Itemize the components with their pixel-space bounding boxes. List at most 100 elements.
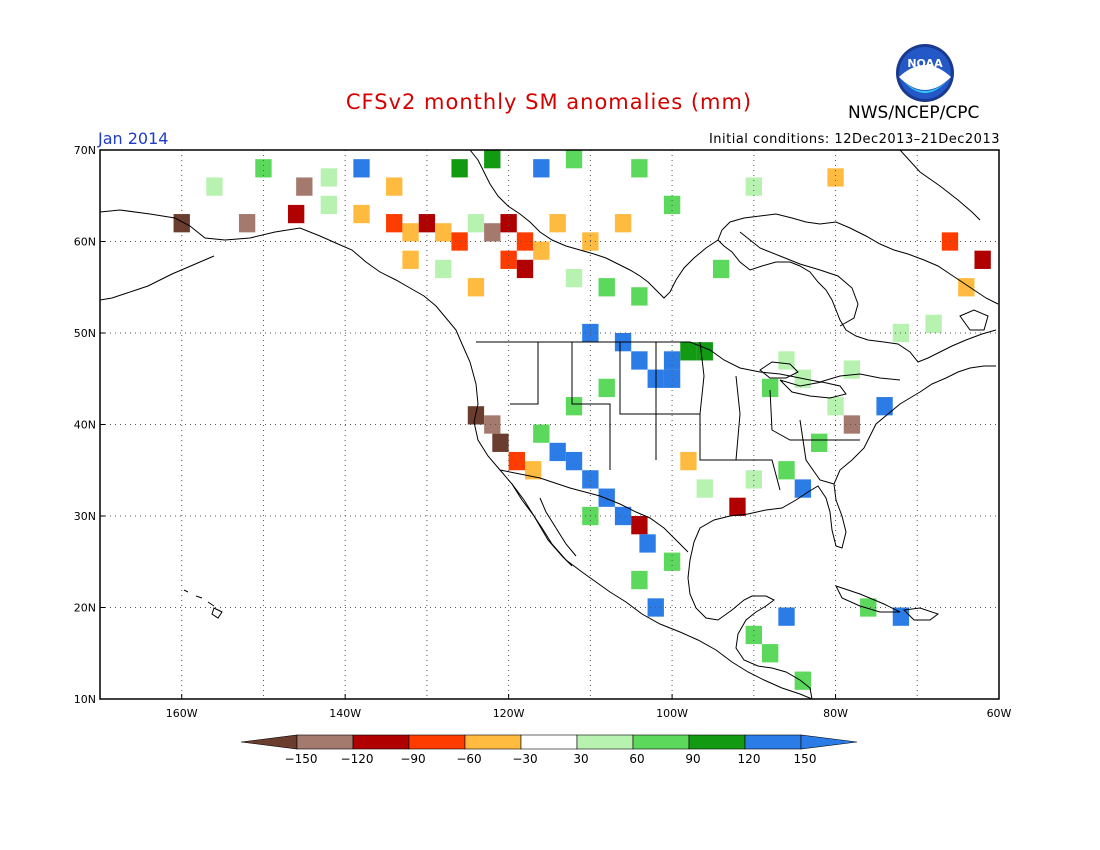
axis-labels: 10N 20N 30N 40N 50N 60N 70N 160W 140W 120W 100W 80W… (74, 144, 1012, 720)
anomaly-cell (516, 259, 534, 279)
colorbar-label: 30 (573, 752, 588, 766)
anomaly-cell (941, 232, 959, 251)
anomaly-cell (631, 287, 648, 306)
anomaly-cell (533, 424, 550, 443)
anomaly-cell (484, 150, 501, 169)
colorbar-swatch (576, 734, 634, 750)
longitude-tick-label: 60W (987, 707, 1012, 720)
anomaly-cell (729, 497, 746, 516)
latitude-tick-label: 70N (74, 144, 96, 157)
anomaly-cell (680, 342, 697, 361)
anomaly-cell (778, 461, 795, 480)
colorbar-left-arrow (240, 734, 298, 750)
anomaly-cell (696, 342, 713, 361)
initial-conditions-label: Initial conditions: 12Dec2013–21Dec2013 (708, 132, 1000, 147)
coastlines (100, 150, 999, 699)
anomaly-cell (925, 314, 942, 333)
latitude-tick-label: 60N (74, 236, 96, 249)
colorbar-label: −90 (400, 752, 425, 766)
anomaly-cell (876, 397, 893, 416)
anomaly-cell (614, 214, 632, 233)
colorbar-swatch (352, 734, 410, 750)
anomaly-cell (524, 461, 542, 480)
colorbar-label: 60 (629, 752, 644, 766)
colorbar-label: −60 (456, 752, 481, 766)
anomaly-cell (320, 168, 338, 187)
anomaly-cell (598, 488, 615, 507)
anomaly-cell (696, 479, 713, 498)
anomaly-cell (639, 534, 656, 553)
anomaly-cell (631, 570, 648, 590)
anomaly-cell (811, 433, 828, 452)
latitude-tick-label: 40N (74, 419, 96, 432)
latitude-tick-label: 10N (74, 693, 96, 706)
anomaly-cell (549, 214, 566, 233)
anomaly-cell (500, 250, 517, 269)
anomaly-cell (173, 214, 190, 233)
noaa-logo-text: NOAA (907, 57, 943, 70)
anomaly-cell (761, 644, 779, 663)
anomaly-cell (631, 159, 648, 178)
anomaly-cell (533, 159, 550, 178)
longitude-tick-label: 120W (493, 707, 525, 720)
colorbar-swatch (744, 734, 802, 750)
anomaly-cell (712, 259, 730, 279)
anomaly-cell (631, 351, 648, 370)
chart-title: CFSv2 monthly SM anomalies (mm) (345, 90, 753, 114)
anomaly-cell (663, 195, 681, 215)
anomaly-cell (287, 204, 305, 224)
anomaly-cell (492, 433, 509, 452)
longitude-tick-label: 140W (329, 707, 361, 720)
latitude-tick-label: 20N (74, 602, 96, 615)
anomaly-cell (663, 369, 681, 388)
colorbar-label: −30 (512, 752, 537, 766)
anomaly-cell (516, 232, 534, 251)
colorbar-swatch (520, 734, 578, 750)
anomaly-cell (778, 607, 795, 626)
colorbar: −150 −120 −90 −60 −30 30 60 90 120 150 (240, 734, 858, 766)
anomaly-cell (451, 232, 468, 251)
colorbar-label: −150 (285, 752, 318, 766)
month-label: Jan 2014 (98, 129, 169, 148)
colorbar-swatch (632, 734, 690, 750)
anomaly-cells (173, 150, 991, 690)
colorbar-label: 90 (685, 752, 700, 766)
colorbar-label: 120 (738, 752, 761, 766)
anomaly-cell (508, 451, 525, 471)
anomaly-cell (614, 506, 632, 526)
anomaly-cell (827, 168, 844, 187)
anomaly-cell (484, 223, 501, 242)
anomaly-cell (353, 159, 370, 178)
anomaly-cell (402, 250, 419, 269)
colorbar-label: 150 (794, 752, 817, 766)
colorbar-swatch (688, 734, 746, 750)
anomaly-cell (680, 451, 697, 471)
latitude-tick-label: 30N (74, 510, 96, 523)
anomaly-cell (402, 223, 419, 242)
anomaly-cell (598, 278, 615, 297)
anomaly-cell (500, 214, 517, 233)
colorbar-right-arrow (800, 734, 858, 750)
anomaly-cell (745, 177, 762, 196)
anomaly-cell (320, 195, 338, 215)
anomaly-cell (860, 598, 877, 617)
anomaly-cell (827, 397, 844, 416)
colorbar-swatch (408, 734, 466, 750)
anomaly-cell (565, 451, 583, 471)
anomaly-cell (663, 552, 681, 571)
agency-label: NWS/NCEP/CPC (848, 103, 980, 123)
anomaly-cell (843, 360, 861, 379)
anomaly-cell (435, 223, 452, 242)
longitude-tick-label: 160W (166, 707, 198, 720)
anomaly-cell (386, 177, 403, 196)
anomaly-cell (467, 214, 485, 233)
anomaly-cell (418, 214, 436, 233)
anomaly-cell (255, 159, 272, 178)
anomaly-cell (745, 470, 762, 489)
latitude-tick-label: 50N (74, 327, 96, 340)
anomaly-cell (238, 214, 256, 233)
anomaly-cell (565, 397, 583, 416)
anomaly-cell (565, 150, 583, 169)
anomaly-cell (467, 278, 485, 297)
anomaly-cell (843, 415, 861, 434)
